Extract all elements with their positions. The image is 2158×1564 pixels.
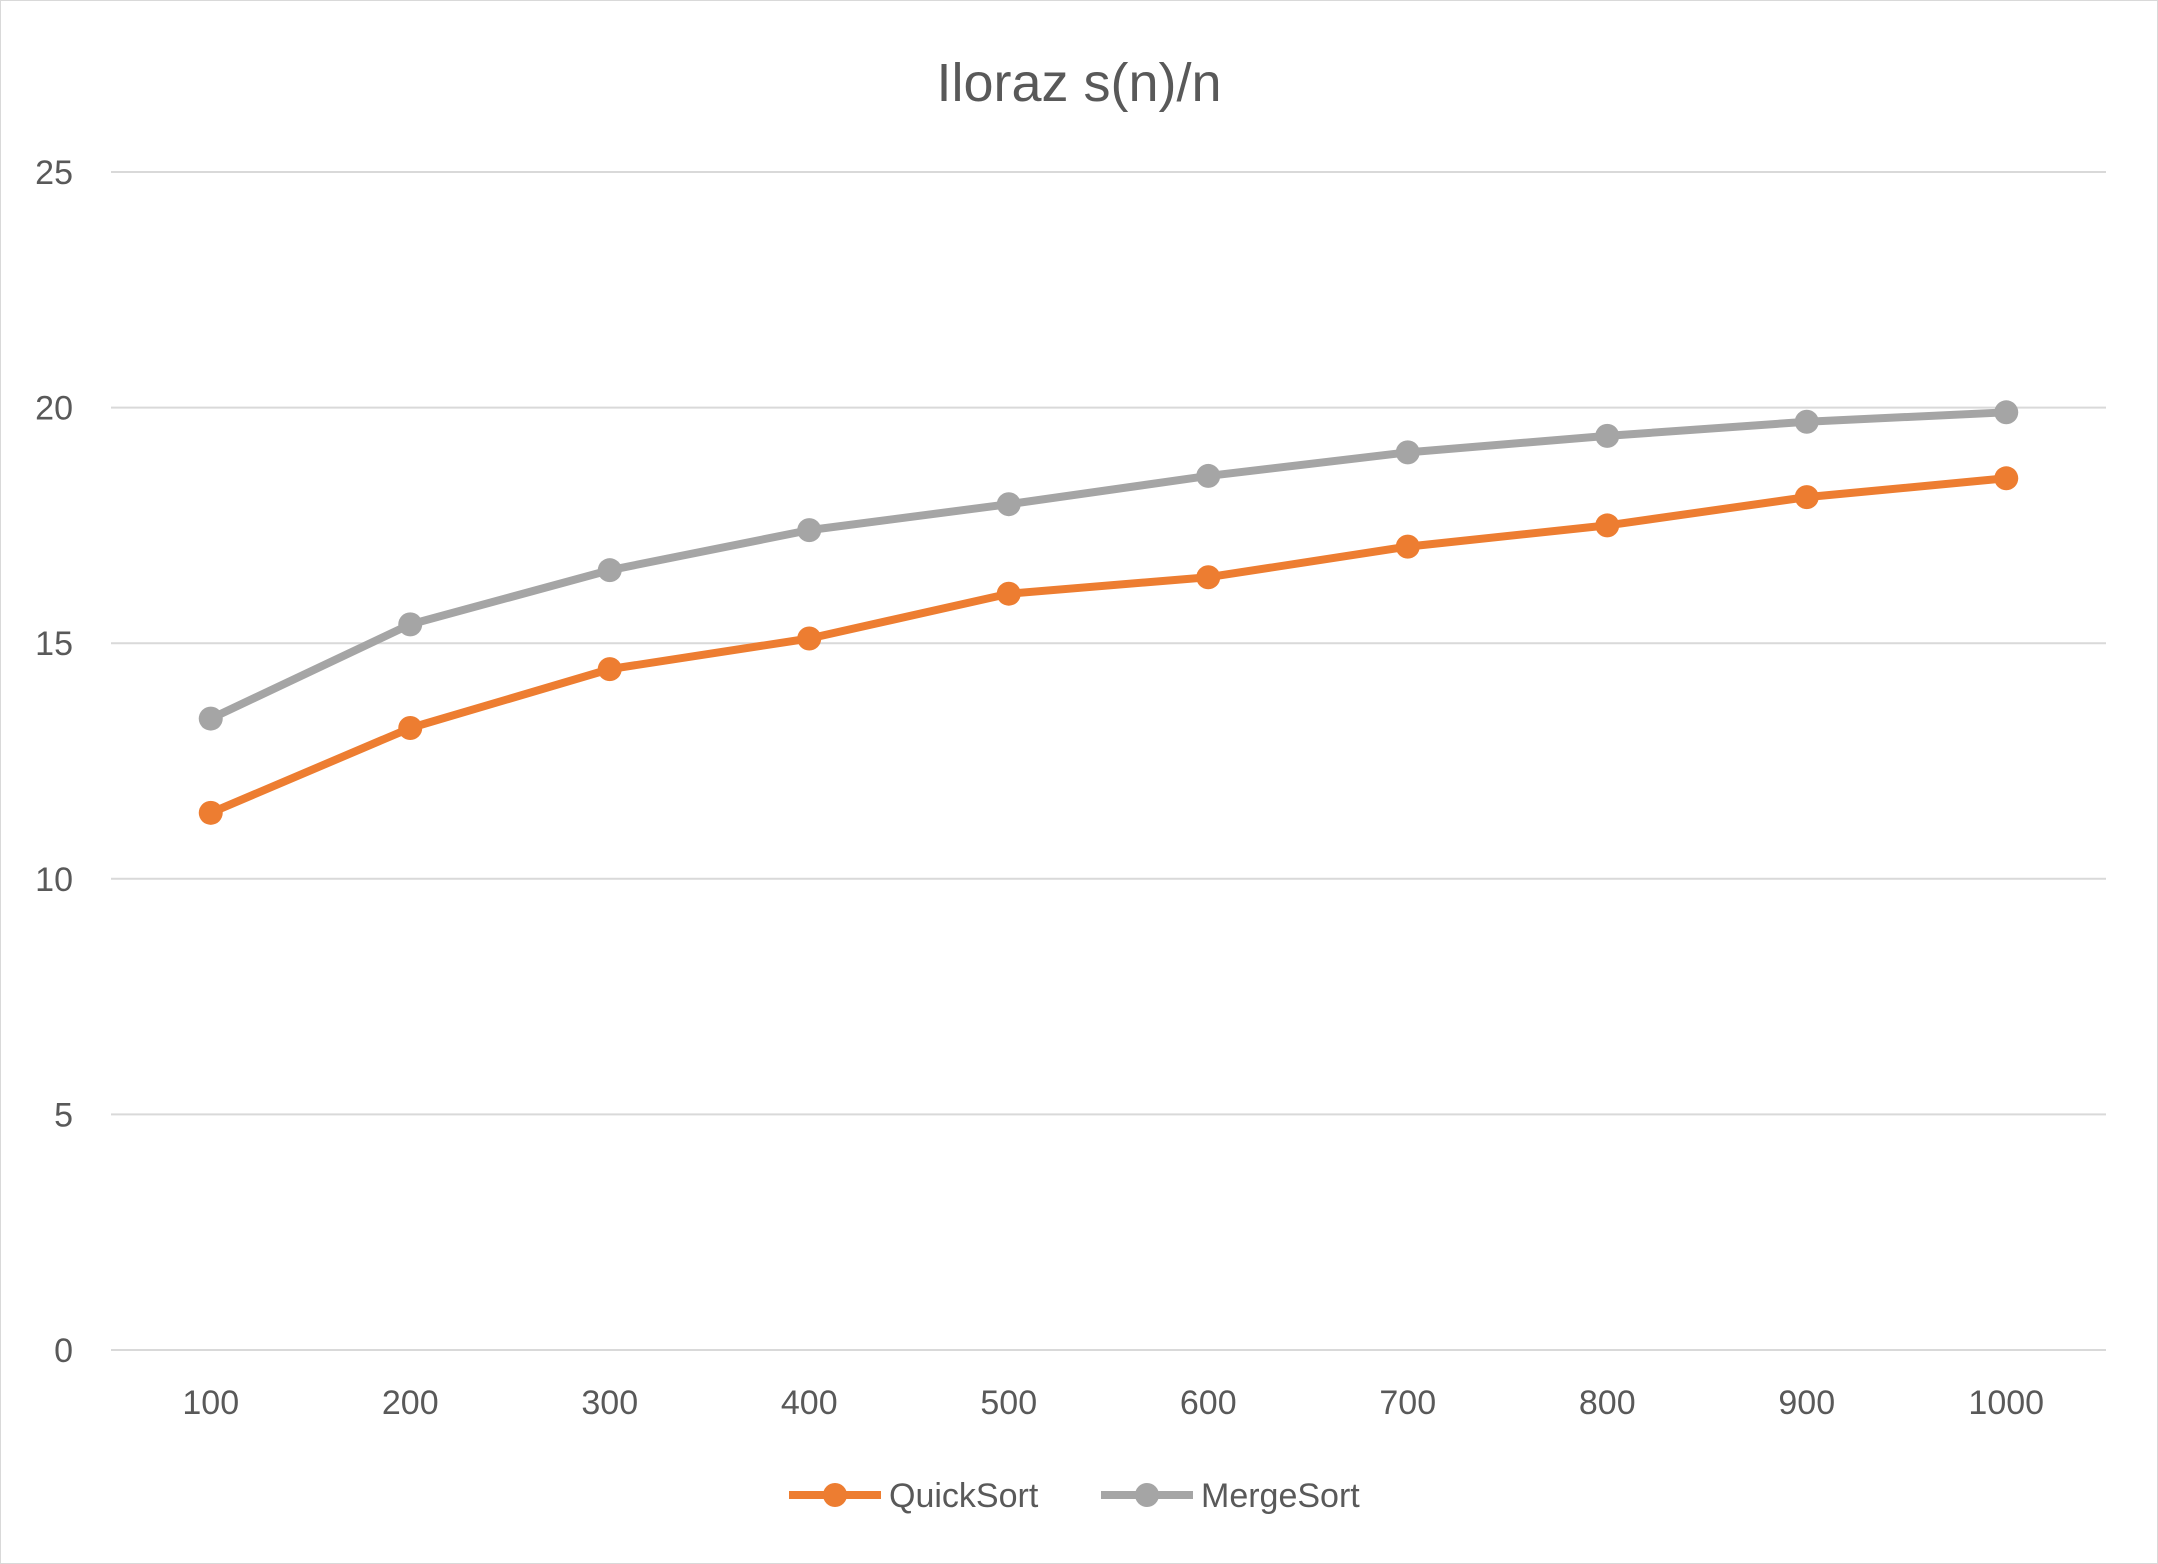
data-point bbox=[1196, 463, 1221, 488]
data-point bbox=[1196, 565, 1221, 590]
series-quicksort bbox=[198, 466, 2019, 825]
data-point bbox=[1395, 440, 1420, 465]
x-tick-label: 1000 bbox=[1968, 1384, 2044, 1422]
data-point bbox=[597, 558, 622, 583]
x-tick-label: 800 bbox=[1579, 1384, 1636, 1422]
data-point bbox=[1794, 485, 1819, 510]
gridlines bbox=[111, 171, 2106, 1351]
x-tick-label: 300 bbox=[581, 1384, 638, 1422]
chart-title: Iloraz s(n)/n bbox=[936, 53, 1221, 113]
data-point bbox=[797, 626, 822, 651]
data-point bbox=[198, 800, 223, 825]
legend-item-mergesort: MergeSort bbox=[1101, 1477, 1360, 1515]
y-tick-label: 10 bbox=[35, 861, 73, 899]
legend: QuickSort MergeSort bbox=[789, 1477, 1360, 1515]
legend-swatch-marker bbox=[823, 1483, 847, 1507]
data-point bbox=[398, 612, 423, 637]
legend-swatch-marker bbox=[1135, 1483, 1159, 1507]
series-line bbox=[206, 474, 2011, 817]
x-tick-label: 500 bbox=[980, 1384, 1037, 1422]
x-axis-ticks: 100 200 300 400 500 600 700 800 900 1000 bbox=[182, 1384, 2044, 1422]
data-point bbox=[996, 492, 1021, 517]
x-tick-label: 200 bbox=[382, 1384, 439, 1422]
data-point bbox=[597, 657, 622, 682]
x-tick-label: 700 bbox=[1379, 1384, 1436, 1422]
data-point bbox=[1794, 409, 1819, 434]
data-point bbox=[797, 518, 822, 543]
data-point bbox=[1994, 400, 2019, 425]
legend-label: MergeSort bbox=[1201, 1477, 1360, 1515]
series-group bbox=[198, 400, 2019, 825]
data-point bbox=[1395, 534, 1420, 559]
y-tick-label: 5 bbox=[54, 1096, 73, 1134]
x-tick-label: 400 bbox=[781, 1384, 838, 1422]
data-point bbox=[398, 716, 423, 741]
data-point bbox=[198, 706, 223, 731]
series-mergesort bbox=[198, 400, 2019, 731]
y-tick-label: 15 bbox=[35, 625, 73, 663]
x-tick-label: 900 bbox=[1778, 1384, 1835, 1422]
data-point bbox=[996, 581, 1021, 606]
data-point bbox=[1994, 466, 2019, 491]
y-tick-label: 0 bbox=[54, 1332, 73, 1370]
series-line bbox=[206, 408, 2011, 723]
y-tick-label: 25 bbox=[35, 154, 73, 192]
x-tick-label: 600 bbox=[1180, 1384, 1237, 1422]
data-point bbox=[1595, 423, 1620, 448]
data-point bbox=[1595, 513, 1620, 538]
legend-label: QuickSort bbox=[889, 1477, 1039, 1515]
y-tick-label: 20 bbox=[35, 390, 73, 428]
x-tick-label: 100 bbox=[182, 1384, 239, 1422]
y-axis-ticks: 0 5 10 15 20 25 bbox=[35, 154, 73, 1370]
legend-item-quicksort: QuickSort bbox=[789, 1477, 1039, 1515]
